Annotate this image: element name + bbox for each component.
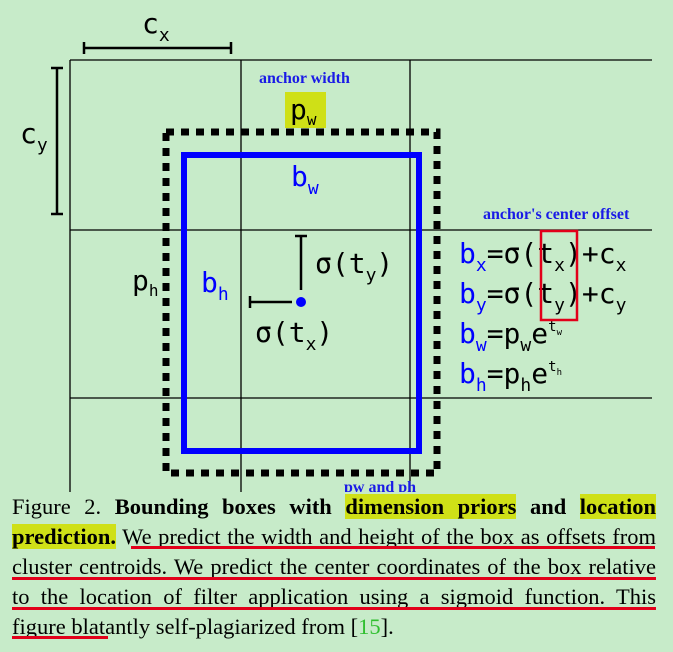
predicted-bounding-box <box>181 152 422 454</box>
ph-label: ph <box>132 264 159 300</box>
t-offset-highlight-box <box>539 229 579 322</box>
figure-caption: Figure 2. Bounding boxes with dimension … <box>12 492 657 642</box>
equation-bx: bx=σ(tx)+cx <box>459 237 627 276</box>
cx-label: cx <box>142 7 170 46</box>
caption-end: ]. <box>380 614 394 639</box>
equations: bx=σ(tx)+cx by=σ(ty)+cy bw=pwetw bh=phet… <box>459 237 627 396</box>
caption-underline <box>12 577 656 580</box>
caption-body: We predict the width and height of the b… <box>12 524 656 609</box>
caption-text: Figure 2. Bounding boxes with dimension … <box>12 492 657 642</box>
bw-label: bw <box>291 160 319 199</box>
anchor-width-label: anchor width <box>259 70 350 87</box>
bh-label: bh <box>201 266 229 305</box>
cy-label: cy <box>20 117 48 156</box>
equation-bh: bh=pheth <box>459 357 562 396</box>
caption-reference-link[interactable]: 15 <box>358 614 381 639</box>
caption-bold-2: and <box>516 494 580 519</box>
anchor-center-offset-label: anchor's center offset <box>483 206 630 223</box>
equation-bw: bw=pwetw <box>459 317 563 356</box>
caption-tail: This figure blatantly self-plagiarized f… <box>12 584 656 639</box>
equation-by: by=σ(ty)+cy <box>459 277 627 316</box>
cx-measure-bar <box>82 42 233 54</box>
caption-underline <box>131 546 655 549</box>
cy-measure-bar <box>51 66 63 216</box>
sigma-ty-label: σ(ty) <box>315 247 393 286</box>
caption-underline <box>12 607 656 610</box>
caption-prefix: Figure 2. <box>12 494 115 519</box>
caption-highlight-dimension-priors: dimension priors <box>345 494 517 519</box>
box-center-point <box>296 297 306 307</box>
anchor-prior-box <box>162 128 441 477</box>
sigma-tx-marker <box>248 296 292 308</box>
caption-bold-1: Bounding boxes with <box>114 494 346 519</box>
caption-underline <box>12 636 108 639</box>
bounding-box-diagram: cx cy anchor width pw ph bw bh σ(ty) σ(t… <box>20 7 652 492</box>
pw-highlight <box>285 92 326 128</box>
sigma-ty-marker <box>295 234 307 290</box>
sigma-tx-label: σ(tx) <box>255 316 333 355</box>
pw-label: pw <box>290 93 317 129</box>
pw-and-ph-label: pw and ph <box>344 479 416 492</box>
